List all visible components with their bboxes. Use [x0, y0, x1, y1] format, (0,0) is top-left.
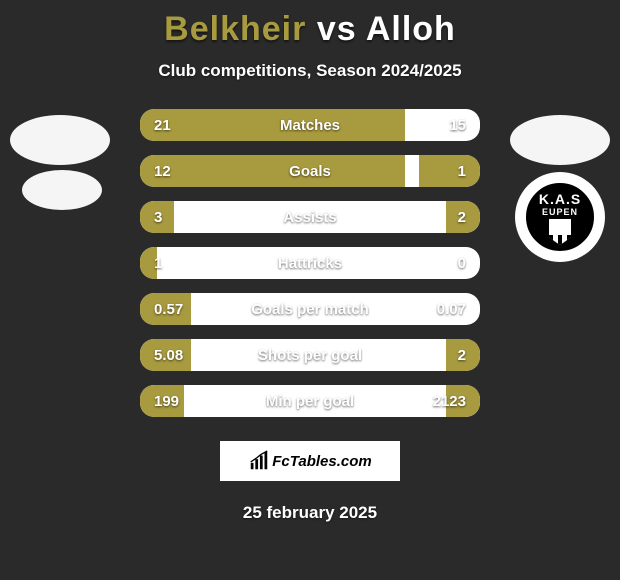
stat-label: Assists [140, 201, 480, 233]
stat-row: 1992123Min per goal [140, 385, 480, 417]
club-badge-eupen: K.A.S EUPEN [521, 178, 599, 256]
stat-row: 121Goals [140, 155, 480, 187]
stat-row: 2115Matches [140, 109, 480, 141]
player1-name: Belkheir [164, 10, 306, 48]
brand-text: FcTables.com [272, 453, 371, 470]
stat-label: Hattricks [140, 247, 480, 279]
subtitle: Club competitions, Season 2024/2025 [0, 61, 620, 81]
stat-row: 10Hattricks [140, 247, 480, 279]
club-badge-shield-icon [549, 219, 571, 245]
stat-label: Goals per match [140, 293, 480, 325]
brand-box: FcTables.com [220, 441, 400, 481]
vs-label: vs [317, 10, 357, 48]
stat-label: Goals [140, 155, 480, 187]
team-right-logo-1 [510, 115, 610, 165]
stats-container: 2115Matches 121Goals 32Assists 10Hattricks 0… [140, 109, 480, 417]
team-left-logo-2 [22, 170, 102, 210]
page-title: Belkheir vs Alloh [0, 0, 620, 49]
stat-row: 0.570.07Goals per match [140, 293, 480, 325]
team-left-logo-1 [10, 115, 110, 165]
team-right-logo-2: K.A.S EUPEN [515, 172, 605, 262]
stat-row: 32Assists [140, 201, 480, 233]
chart-icon [248, 450, 270, 472]
stat-label: Min per goal [140, 385, 480, 417]
club-badge-line1: K.A.S [539, 191, 581, 207]
stat-row: 5.082Shots per goal [140, 339, 480, 371]
date-label: 25 february 2025 [0, 503, 620, 523]
player2-name: Alloh [366, 10, 456, 48]
stat-label: Shots per goal [140, 339, 480, 371]
club-badge-line2: EUPEN [542, 207, 578, 217]
stat-label: Matches [140, 109, 480, 141]
